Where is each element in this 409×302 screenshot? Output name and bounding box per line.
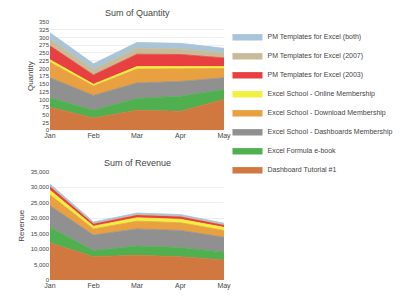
svg-text:200: 200: [39, 66, 50, 72]
svg-text:0: 0: [46, 127, 50, 133]
svg-text:May: May: [217, 282, 231, 290]
svg-text:125: 125: [39, 89, 50, 95]
svg-text:225: 225: [39, 58, 50, 64]
svg-text:350: 350: [39, 19, 50, 25]
svg-text:100: 100: [39, 97, 50, 103]
svg-text:Apr: Apr: [175, 132, 187, 140]
svg-text:Sum of Quantity: Sum of Quantity: [105, 8, 170, 18]
svg-text:30,000: 30,000: [31, 184, 50, 190]
svg-text:PM Templates for Excel (both): PM Templates for Excel (both): [267, 33, 361, 41]
svg-text:May: May: [217, 132, 231, 140]
svg-text:Excel School - Online Membersh: Excel School - Online Membership: [267, 90, 374, 98]
svg-text:35,000: 35,000: [31, 169, 50, 175]
svg-text:Feb: Feb: [87, 282, 99, 289]
svg-text:Excel Formula e-book: Excel Formula e-book: [267, 147, 336, 154]
svg-text:Jan: Jan: [44, 282, 55, 289]
svg-text:50: 50: [42, 112, 49, 118]
svg-text:Dashboard Tutorial #1: Dashboard Tutorial #1: [267, 166, 336, 173]
svg-text:Excel School - Dashboards Memb: Excel School - Dashboards Membership: [267, 128, 392, 136]
svg-text:10,000: 10,000: [31, 246, 50, 252]
svg-text:25: 25: [42, 120, 49, 126]
svg-text:Mar: Mar: [131, 282, 144, 289]
svg-text:275: 275: [39, 42, 50, 48]
svg-text:175: 175: [39, 73, 50, 79]
svg-text:Mar: Mar: [131, 132, 144, 139]
svg-text:250: 250: [39, 50, 50, 56]
svg-text:325: 325: [39, 27, 50, 33]
svg-text:5,000: 5,000: [34, 262, 50, 268]
svg-text:25,000: 25,000: [31, 200, 50, 206]
svg-text:150: 150: [39, 81, 50, 87]
svg-text:Sum of Revenue: Sum of Revenue: [104, 158, 171, 168]
svg-text:15,000: 15,000: [31, 231, 50, 237]
svg-text:Revenue: Revenue: [17, 209, 26, 242]
svg-text:Excel School - Download Member: Excel School - Download Membership: [267, 109, 385, 117]
svg-text:Feb: Feb: [87, 132, 99, 139]
svg-text:300: 300: [39, 35, 50, 41]
svg-text:Apr: Apr: [175, 282, 187, 290]
svg-text:PM Templates for Excel (2007): PM Templates for Excel (2007): [267, 52, 363, 60]
svg-text:Quantity: Quantity: [26, 61, 35, 91]
svg-text:20,000: 20,000: [31, 215, 50, 221]
svg-text:0: 0: [46, 277, 50, 283]
svg-text:75: 75: [42, 104, 49, 110]
svg-text:Jan: Jan: [44, 132, 55, 139]
svg-text:PM Templates for Excel (2003): PM Templates for Excel (2003): [267, 71, 363, 79]
